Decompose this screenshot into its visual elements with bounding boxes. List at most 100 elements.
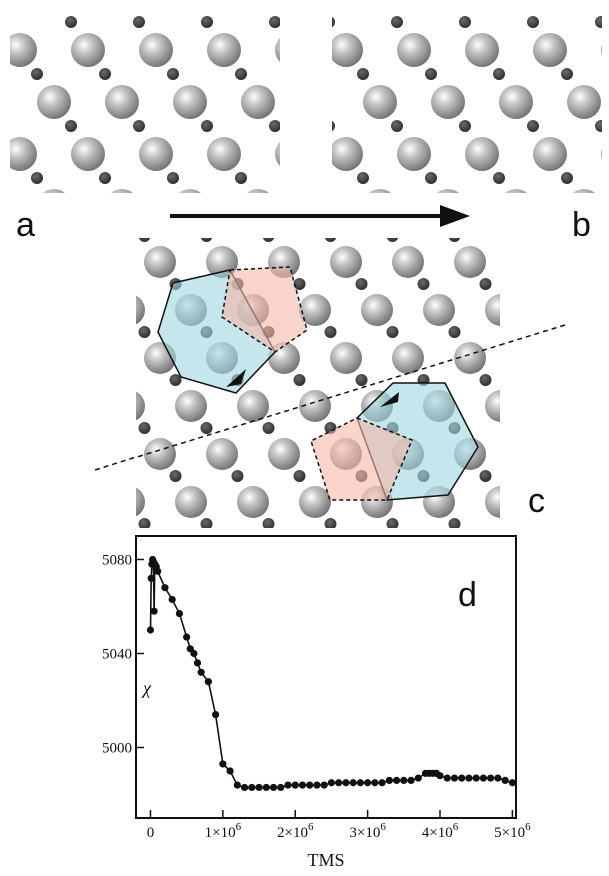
large-sphere bbox=[516, 438, 548, 470]
large-sphere bbox=[113, 582, 145, 614]
small-sphere bbox=[357, 68, 369, 80]
large-sphere bbox=[516, 342, 548, 374]
data-point bbox=[342, 779, 350, 787]
panel-a-lattice bbox=[0, 0, 417, 340]
small-sphere bbox=[269, 224, 281, 236]
large-sphere bbox=[485, 294, 500, 326]
small-sphere bbox=[417, 278, 430, 290]
small-sphere bbox=[323, 224, 335, 236]
large-sphere bbox=[0, 189, 3, 223]
small-sphere bbox=[167, 68, 179, 80]
y-axis-title: χ bbox=[141, 678, 152, 698]
data-point bbox=[255, 783, 263, 792]
large-sphere bbox=[136, 295, 145, 325]
small-sphere bbox=[65, 224, 77, 236]
x-axis-title: TMS bbox=[307, 850, 344, 870]
small-sphere bbox=[65, 16, 77, 28]
large-sphere bbox=[241, 85, 275, 119]
large-sphere bbox=[578, 534, 609, 566]
small-sphere bbox=[542, 662, 554, 674]
data-point bbox=[168, 595, 176, 604]
small-sphere bbox=[459, 16, 471, 28]
large-sphere bbox=[207, 137, 241, 171]
small-sphere bbox=[138, 238, 151, 242]
small-sphere bbox=[108, 374, 120, 386]
data-point bbox=[327, 779, 336, 787]
small-sphere bbox=[355, 374, 368, 386]
small-sphere bbox=[480, 566, 492, 578]
small-sphere bbox=[405, 328, 417, 340]
small-sphere bbox=[595, 328, 607, 340]
small-sphere bbox=[356, 662, 368, 674]
large-sphere bbox=[139, 137, 173, 171]
small-sphere bbox=[511, 230, 523, 242]
large-sphere bbox=[330, 630, 362, 662]
small-sphere bbox=[201, 614, 213, 626]
x-tick-label: 4×106 bbox=[422, 821, 459, 841]
small-sphere bbox=[386, 326, 399, 338]
large-sphere bbox=[0, 293, 3, 327]
small-sphere bbox=[231, 470, 244, 482]
pentagon-lower bbox=[310, 417, 413, 501]
large-sphere bbox=[547, 486, 579, 518]
large-sphere bbox=[573, 189, 595, 193]
small-sphere bbox=[332, 16, 335, 28]
panel-c-lattice bbox=[108, 198, 609, 674]
large-sphere bbox=[431, 85, 465, 119]
small-sphere bbox=[479, 278, 492, 290]
small-sphere bbox=[200, 238, 213, 242]
small-sphere bbox=[527, 224, 539, 236]
large-sphere bbox=[423, 294, 455, 326]
data-point bbox=[364, 779, 372, 787]
large-sphere bbox=[175, 582, 207, 614]
small-sphere bbox=[459, 328, 471, 340]
small-sphere bbox=[386, 238, 399, 242]
small-sphere bbox=[355, 278, 368, 290]
small-sphere bbox=[391, 120, 403, 132]
small-sphere bbox=[293, 374, 306, 386]
large-sphere bbox=[454, 630, 486, 662]
small-sphere bbox=[337, 120, 349, 132]
small-sphere bbox=[573, 614, 585, 626]
large-sphere bbox=[111, 189, 133, 193]
large-sphere bbox=[547, 582, 579, 614]
small-sphere bbox=[371, 172, 383, 184]
small-sphere bbox=[561, 276, 573, 288]
data-point bbox=[146, 626, 155, 634]
panel-label-d: d bbox=[458, 576, 477, 614]
small-sphere bbox=[108, 470, 120, 482]
plot-frame bbox=[135, 535, 517, 819]
small-sphere bbox=[493, 276, 505, 288]
small-sphere bbox=[459, 224, 471, 236]
large-sphere bbox=[578, 438, 609, 470]
small-sphere bbox=[449, 614, 461, 626]
data-point bbox=[400, 776, 408, 785]
large-sphere bbox=[454, 246, 486, 278]
data-point bbox=[277, 783, 285, 792]
large-sphere bbox=[567, 293, 601, 327]
large-sphere bbox=[578, 630, 609, 662]
small-sphere bbox=[200, 518, 213, 528]
large-sphere bbox=[547, 294, 579, 326]
small-sphere bbox=[542, 470, 554, 482]
small-sphere bbox=[391, 16, 403, 28]
small-sphere bbox=[480, 662, 492, 674]
large-sphere bbox=[71, 137, 105, 171]
data-point bbox=[262, 783, 270, 792]
large-sphere bbox=[392, 246, 424, 278]
data-point bbox=[335, 779, 343, 787]
small-sphere bbox=[138, 422, 151, 434]
small-sphere bbox=[200, 422, 213, 434]
small-sphere bbox=[479, 374, 492, 386]
data-point bbox=[197, 668, 205, 676]
large-sphere bbox=[485, 198, 517, 230]
small-sphere bbox=[262, 518, 275, 528]
small-sphere bbox=[201, 224, 213, 236]
large-sphere bbox=[173, 0, 207, 15]
data-point bbox=[284, 781, 292, 789]
data-point bbox=[190, 649, 198, 658]
small-sphere bbox=[604, 278, 609, 290]
large-sphere bbox=[332, 33, 363, 67]
large-sphere bbox=[144, 246, 176, 278]
arrow-lower-icon bbox=[380, 392, 399, 407]
